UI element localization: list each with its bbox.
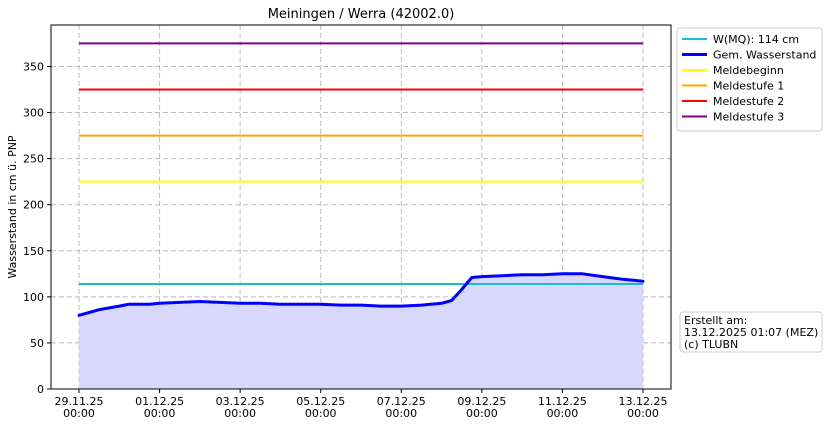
x-axis-ticks: 29.11.2500:0001.12.2500:0003.12.2500:000… <box>55 389 668 420</box>
creation-note: Erstellt am:13.12.2025 01:07 (MEZ)(c) TL… <box>679 311 823 353</box>
series-line <box>77 272 645 317</box>
y-tick-label: 350 <box>23 60 44 73</box>
x-tick-label-date: 13.12.25 <box>619 395 668 408</box>
legend-label: Meldebeginn <box>713 64 784 77</box>
x-tick-label-date: 03.12.25 <box>216 395 265 408</box>
x-tick-label-date: 07.12.25 <box>377 395 426 408</box>
legend-label: Meldestufe 1 <box>713 80 784 93</box>
x-tick-label-date: 29.11.25 <box>55 395 104 408</box>
x-tick-label-time: 00:00 <box>547 407 579 420</box>
chart-title: Meiningen / Werra (42002.0) <box>268 7 455 22</box>
y-axis-ticks: 0 50 100 150 200 250 300 350 <box>23 60 51 396</box>
x-tick-label-time: 00:00 <box>63 407 95 420</box>
x-tick-label-time: 00:00 <box>305 407 337 420</box>
x-tick-label-time: 00:00 <box>224 407 256 420</box>
x-tick-label-time: 00:00 <box>144 407 176 420</box>
y-tick-label: 300 <box>23 107 44 120</box>
y-tick-label: 150 <box>23 245 44 258</box>
creation-note-line: 13.12.2025 01:07 (MEZ) <box>684 326 818 339</box>
x-tick-label-date: 01.12.25 <box>135 395 184 408</box>
y-tick-label: 200 <box>23 199 44 212</box>
x-tick-label-time: 00:00 <box>385 407 417 420</box>
creation-note-box <box>679 311 823 353</box>
y-tick-label: 0 <box>37 383 44 396</box>
series-lines <box>77 272 645 317</box>
legend-label: W(MQ): 114 cm <box>713 33 799 46</box>
legend: W(MQ): 114 cm Gem. Wasserstand Meldebeginn… <box>676 27 823 132</box>
legend-label: Meldestufe 2 <box>713 95 784 108</box>
plot-frame <box>50 24 672 390</box>
x-tick-label-date: 09.12.25 <box>457 395 506 408</box>
y-tick-label: 250 <box>23 153 44 166</box>
legend-box <box>676 27 823 132</box>
legend-label: Meldestufe 3 <box>713 111 784 124</box>
creation-note-line: Erstellt am: <box>684 314 747 327</box>
legend-label: Gem. Wasserstand <box>713 49 816 62</box>
x-tick-label-date: 05.12.25 <box>296 395 345 408</box>
y-tick-label: 100 <box>23 291 44 304</box>
x-tick-label-time: 00:00 <box>466 407 498 420</box>
series-area <box>79 273 643 389</box>
x-tick-label-time: 00:00 <box>627 407 659 420</box>
y-tick-label: 50 <box>30 337 44 350</box>
y-axis-label: Wasserstand in cm ü. PNP <box>6 135 19 279</box>
threshold-lines <box>79 42 643 285</box>
x-tick-label-date: 11.12.25 <box>538 395 587 408</box>
creation-note-line: (c) TLUBN <box>684 338 738 351</box>
series-fill-area <box>79 273 643 389</box>
